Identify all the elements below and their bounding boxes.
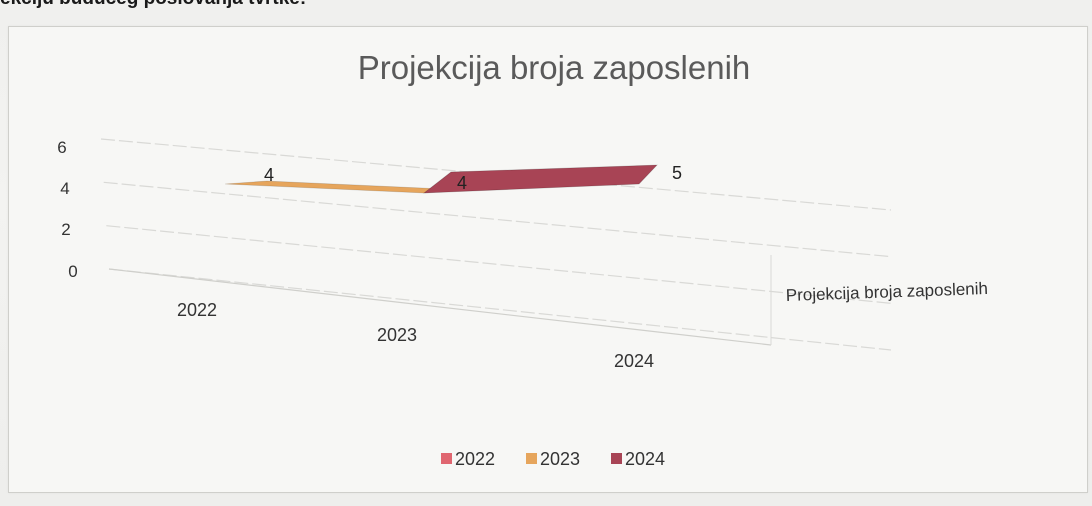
legend-swatch <box>526 453 537 464</box>
chart-frame: Projekcija broja zaposlenih 0 2 4 6 4 4 5 202… <box>8 26 1088 493</box>
y-tick-label: 4 <box>60 179 69 198</box>
data-label: 5 <box>672 163 682 183</box>
x-tick-label: 2022 <box>177 300 217 320</box>
y-tick-label: 2 <box>61 220 70 239</box>
chart-svg: Projekcija broja zaposlenih 0 2 4 6 4 4 5 202… <box>57 49 988 469</box>
gridline <box>103 181 892 258</box>
y-tick-label: 0 <box>68 262 77 281</box>
legend: 2022 2023 2024 <box>441 449 665 469</box>
legend-swatch <box>611 453 622 464</box>
legend-swatch <box>441 453 452 464</box>
chart-title: Projekcija broja zaposlenih <box>358 49 751 86</box>
series-layer: 4 4 5 <box>224 163 682 194</box>
legend-label: 2022 <box>455 449 495 469</box>
x-axis-ticks: 2022 2023 2024 <box>177 300 654 371</box>
gridline <box>106 225 892 304</box>
depth-axis-label: Projekcija broja zaposlenih <box>785 279 988 305</box>
legend-label: 2023 <box>540 449 580 469</box>
legend-label: 2024 <box>625 449 665 469</box>
document-heading: ekciju budućeg poslovanja tvrtke: <box>0 0 306 10</box>
series-2024-ribbon <box>422 164 658 194</box>
data-label: 4 <box>457 173 467 193</box>
data-label: 4 <box>264 165 274 185</box>
floor-line <box>108 268 772 346</box>
x-tick-label: 2023 <box>377 325 417 345</box>
gridline <box>108 268 892 351</box>
y-tick-label: 6 <box>57 138 66 157</box>
x-tick-label: 2024 <box>614 351 654 371</box>
y-axis-ticks: 0 2 4 6 <box>57 138 77 281</box>
